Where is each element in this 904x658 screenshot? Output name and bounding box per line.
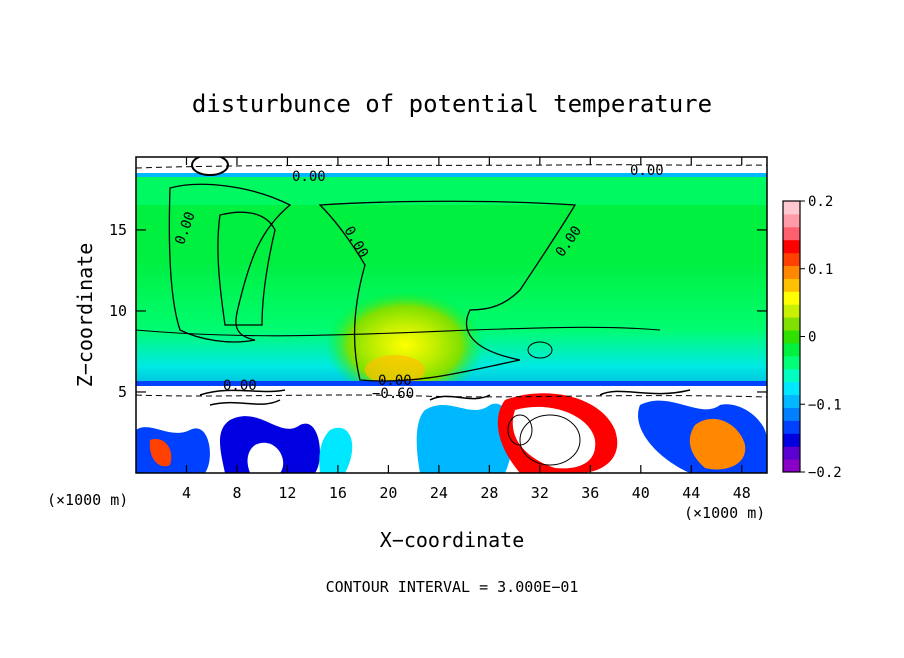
colorbar-swatch [783,381,800,396]
colorbar-swatch [783,342,800,357]
colorbar-swatch [783,394,800,408]
colorbar-tick-label: −0.1 [808,397,842,413]
y-tick-label: 10 [109,302,127,320]
contour-center [318,200,577,382]
lower-cold-blob-8 [319,427,353,473]
contour-label: 0.00 [223,378,257,394]
x-tick-label: 16 [329,484,347,502]
lower-blue-line [136,381,767,386]
x-unit-left: (×1000 m) [47,491,128,509]
colorbar-swatch [783,265,800,279]
contour-upper-dashed [136,164,767,169]
x-unit-right: (×1000 m) [684,504,765,522]
x-axis-label: X−coordinate [380,528,525,552]
colorbar-swatch [783,239,800,254]
warm-core-inner [365,355,425,385]
colorbar-swatch [783,317,800,331]
plot-frame [135,156,768,474]
x-tick-label: 12 [278,484,296,502]
colorbar-tick-label: 0.1 [808,262,833,278]
x-tick-label: 8 [232,484,241,502]
colorbar-swatch [783,213,800,228]
x-tick-label: 48 [733,484,751,502]
lower-cold-blob-1 [136,427,210,473]
contour-label: −0.60 [372,386,414,402]
x-tick-label: 20 [379,484,397,502]
y-tick-label: 5 [118,383,127,401]
lower-cold-blob-3 [247,442,284,473]
x-tick-label: 44 [682,484,700,502]
x-tick-label: 24 [430,484,448,502]
colorbar-swatch [783,446,800,460]
contour-loop-3 [507,414,533,446]
colorbar-swatch [783,330,800,344]
contour-lower-dashed [136,394,767,398]
x-tick-label: 4 [182,484,191,502]
colorbar-swatch [783,420,800,434]
colorbar-tick-label: −0.2 [808,465,842,481]
colorbar-swatch [783,226,800,241]
lower-white-core-5 [512,406,596,469]
contour-left-2 [217,211,276,326]
upper-white-band [136,157,767,175]
colorbar-swatch [783,278,800,292]
colorbar-swatch [783,433,800,447]
x-axis: 4 8 12 16 20 24 28 32 36 40 44 48 [182,157,751,502]
contour-interval-note: CONTOUR INTERVAL = 3.000E−01 [326,578,579,596]
contour-mid-band [136,326,661,337]
colorbar-swatch [783,201,800,215]
lower-mixed-blob-4 [416,403,513,473]
colorbar-swatch [783,459,800,473]
contour-loop-2 [519,414,581,466]
x-tick-label: 32 [531,484,549,502]
colorbar-swatch [783,252,800,267]
colorbar-swatch [783,368,800,383]
warm-core [325,290,485,400]
y-axis: 5 10 15 [109,221,767,401]
plot-area [136,157,767,473]
colorbar-swatch [783,407,800,421]
contour-label: 0.00 [630,163,664,179]
contour-loop-1 [527,341,553,359]
upper-cyan-line [136,173,767,177]
x-tick-label: 28 [480,484,498,502]
colorbar-swatch [783,304,800,318]
x-tick-label: 40 [632,484,650,502]
contour-label: 0.00 [292,169,326,185]
y-tick-label: 15 [109,221,127,239]
upper-white-blob [191,157,229,176]
colorbar: 0.2 0.1 0 −0.1 −0.2 [782,194,842,481]
lower-warm-blob-7 [689,418,746,470]
colorbar-swatch [783,355,800,370]
colorbar-tick-label: 0.2 [808,194,833,210]
contour-lower-dense [199,389,691,406]
colorbar-swatch [783,291,800,305]
contour-left-1 [168,183,292,343]
x-tick-label: 36 [581,484,599,502]
chart-title: disturbunce of potential temperature [192,90,712,118]
lower-warm-blob-1 [149,439,172,467]
contour-label: 0.00 [378,373,412,389]
colorbar-tick-label: 0 [808,330,816,346]
y-axis-label: Z−coordinate [73,243,97,388]
upper-band-field [136,175,767,205]
